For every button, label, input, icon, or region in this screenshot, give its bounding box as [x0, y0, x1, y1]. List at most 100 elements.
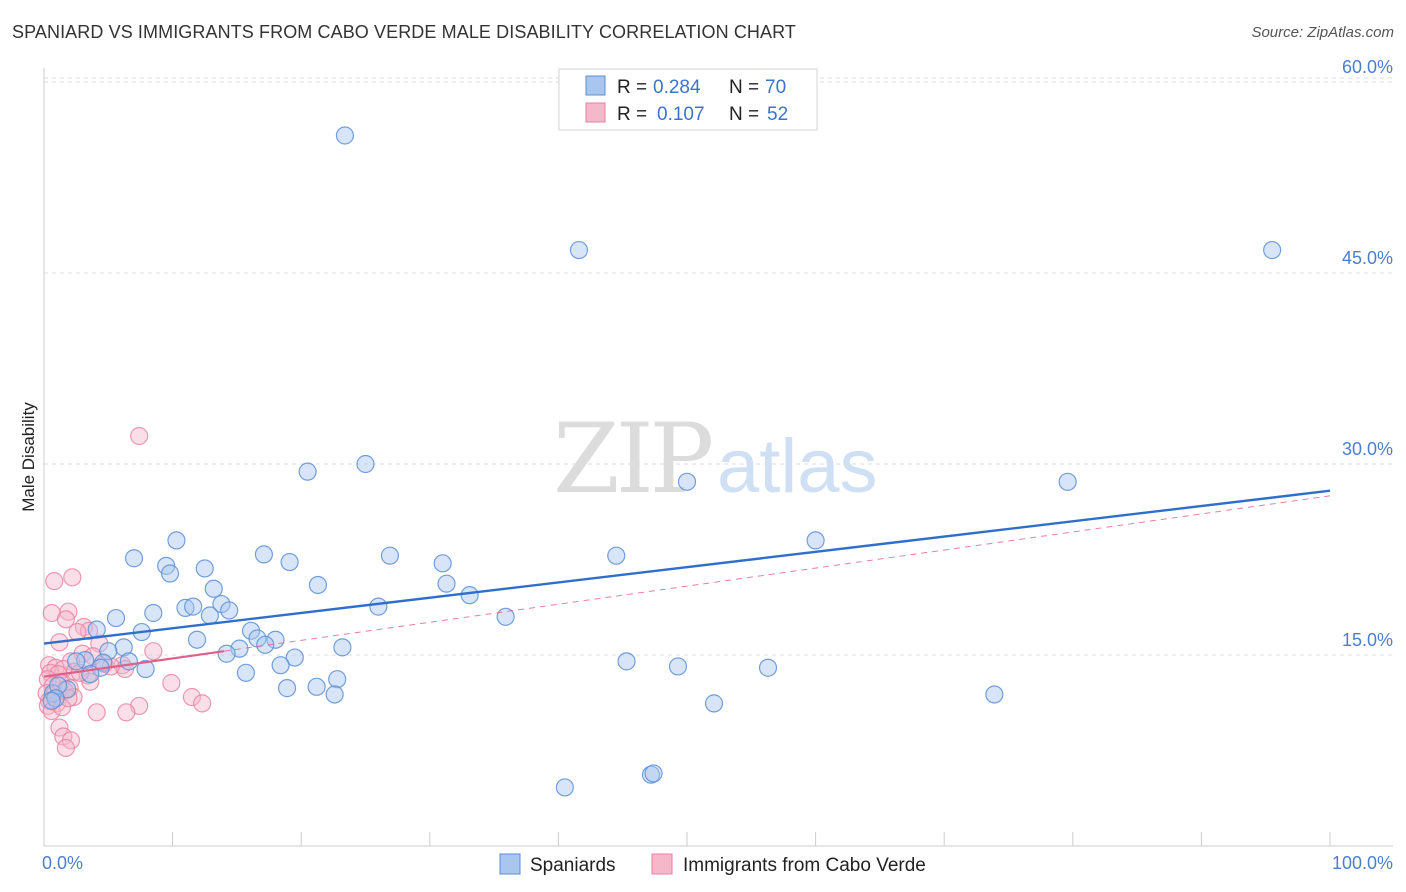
y-tick-labels: 15.0% 30.0% 45.0% 60.0%	[1342, 57, 1393, 650]
spaniard-point	[119, 652, 138, 671]
cabo-verde-point	[144, 642, 163, 661]
series-cabo-verde-points	[37, 426, 212, 758]
spaniard-point	[187, 630, 207, 649]
spaniard-point	[256, 635, 275, 654]
cabo-verde-point	[52, 698, 72, 717]
spaniard-point	[204, 579, 223, 598]
cabo-verde-trend-extension	[223, 495, 1331, 652]
spaniard-point	[333, 638, 352, 657]
legend-r-label-1: R =	[617, 77, 647, 98]
spaniard-point	[195, 559, 214, 578]
cabo-verde-point	[56, 738, 75, 758]
spaniard-point	[67, 652, 86, 671]
x-tick-label-min: 0.0%	[42, 853, 83, 873]
cabo-verde-point	[56, 610, 75, 629]
legend-top: R = 0.284 N = 70 R = 0.107 N = 52	[558, 68, 818, 131]
spaniard-point	[433, 554, 452, 573]
x-ticks	[43, 832, 1331, 846]
watermark-zip: ZIP	[553, 403, 712, 515]
spaniard-point	[280, 552, 299, 572]
legend-n-label-1: N =	[729, 77, 759, 98]
spaniard-point	[220, 601, 239, 620]
legend-bottom-swatch-pink	[651, 853, 673, 875]
legend-bottom-label-spaniards: Spaniards	[530, 855, 616, 876]
spaniard-point	[277, 679, 297, 698]
spaniard-point	[607, 546, 626, 565]
legend-bottom: Spaniards Immigrants from Cabo Verde	[499, 853, 926, 876]
y-tick-label-45: 45.0%	[1342, 248, 1393, 268]
spaniard-point	[460, 586, 479, 605]
legend-r-label-2: R =	[617, 104, 647, 125]
spaniard-point	[236, 663, 256, 682]
spaniard-point	[99, 642, 118, 661]
legend-bottom-swatch-blue	[499, 853, 521, 875]
spaniard-point	[298, 462, 317, 481]
spaniard-point	[285, 648, 304, 667]
cabo-verde-point	[117, 703, 136, 722]
legend-r-value-2: 0.107	[657, 104, 705, 125]
chart-title: SPANIARD VS IMMIGRANTS FROM CABO VERDE M…	[12, 22, 796, 42]
spaniard-point	[160, 564, 180, 583]
cabo-verde-point	[50, 718, 69, 737]
cabo-verde-point	[130, 426, 149, 446]
spaniard-point	[136, 659, 155, 679]
legend-swatch-pink	[585, 102, 606, 123]
chart-source: Source: ZipAtlas.com	[1251, 24, 1394, 41]
spaniard-point	[308, 575, 328, 595]
cabo-verde-trend-line	[43, 650, 225, 678]
spaniard-point	[106, 608, 126, 628]
spaniard-point	[668, 657, 688, 676]
cabo-verde-point	[63, 568, 82, 587]
trend-lines	[43, 489, 1331, 678]
spaniard-point	[335, 126, 355, 145]
spaniard-point	[217, 644, 236, 663]
spaniard-point	[437, 574, 456, 593]
legend-n-value-1: 70	[765, 77, 786, 98]
spaniards-trend-line	[43, 489, 1331, 645]
spaniard-point	[200, 606, 219, 625]
spaniard-point	[380, 546, 400, 565]
spaniard-point	[569, 240, 589, 260]
x-tick-label-max: 100.0%	[1332, 853, 1393, 873]
spaniard-point	[184, 597, 203, 616]
spaniard-point	[677, 472, 697, 491]
watermark-atlas: atlas	[717, 424, 878, 509]
spaniard-point	[114, 638, 133, 657]
spaniard-point	[617, 652, 636, 671]
spaniard-point	[758, 658, 778, 677]
y-tick-label-15: 15.0%	[1342, 630, 1393, 650]
cabo-verde-point	[193, 694, 212, 713]
cabo-verde-point	[182, 687, 201, 707]
spaniard-point	[985, 685, 1004, 704]
spaniard-point	[325, 685, 344, 704]
spaniard-point	[806, 531, 825, 550]
spaniard-point	[1263, 240, 1282, 260]
spaniard-point	[356, 454, 375, 474]
spaniard-point	[42, 691, 61, 710]
spaniard-point	[254, 545, 274, 564]
series-spaniards-points	[42, 126, 1282, 797]
y-axis-label: Male Disability	[19, 402, 38, 512]
spaniard-point	[124, 549, 144, 568]
spaniard-point	[266, 630, 285, 649]
spaniard-point	[241, 621, 261, 640]
spaniard-point	[176, 598, 195, 617]
spaniard-point	[271, 656, 290, 675]
legend-bottom-label-cabo-verde: Immigrants from Cabo Verde	[683, 855, 926, 876]
y-tick-label-60: 60.0%	[1342, 57, 1393, 77]
cabo-verde-point	[87, 703, 106, 722]
spaniard-point	[555, 778, 574, 797]
spaniard-point	[307, 677, 326, 696]
grid-lines	[44, 77, 1393, 656]
cabo-verde-point	[162, 673, 181, 693]
spaniard-point	[704, 694, 724, 713]
spaniard-point	[328, 670, 347, 689]
y-tick-label-30: 30.0%	[1342, 439, 1393, 459]
spaniard-point	[167, 531, 186, 550]
spaniard-point	[644, 764, 663, 783]
cabo-verde-point	[45, 572, 64, 591]
legend-swatch-blue	[585, 75, 606, 96]
legend-n-label-2: N =	[729, 104, 759, 125]
legend-r-value-1: 0.284	[653, 77, 701, 98]
